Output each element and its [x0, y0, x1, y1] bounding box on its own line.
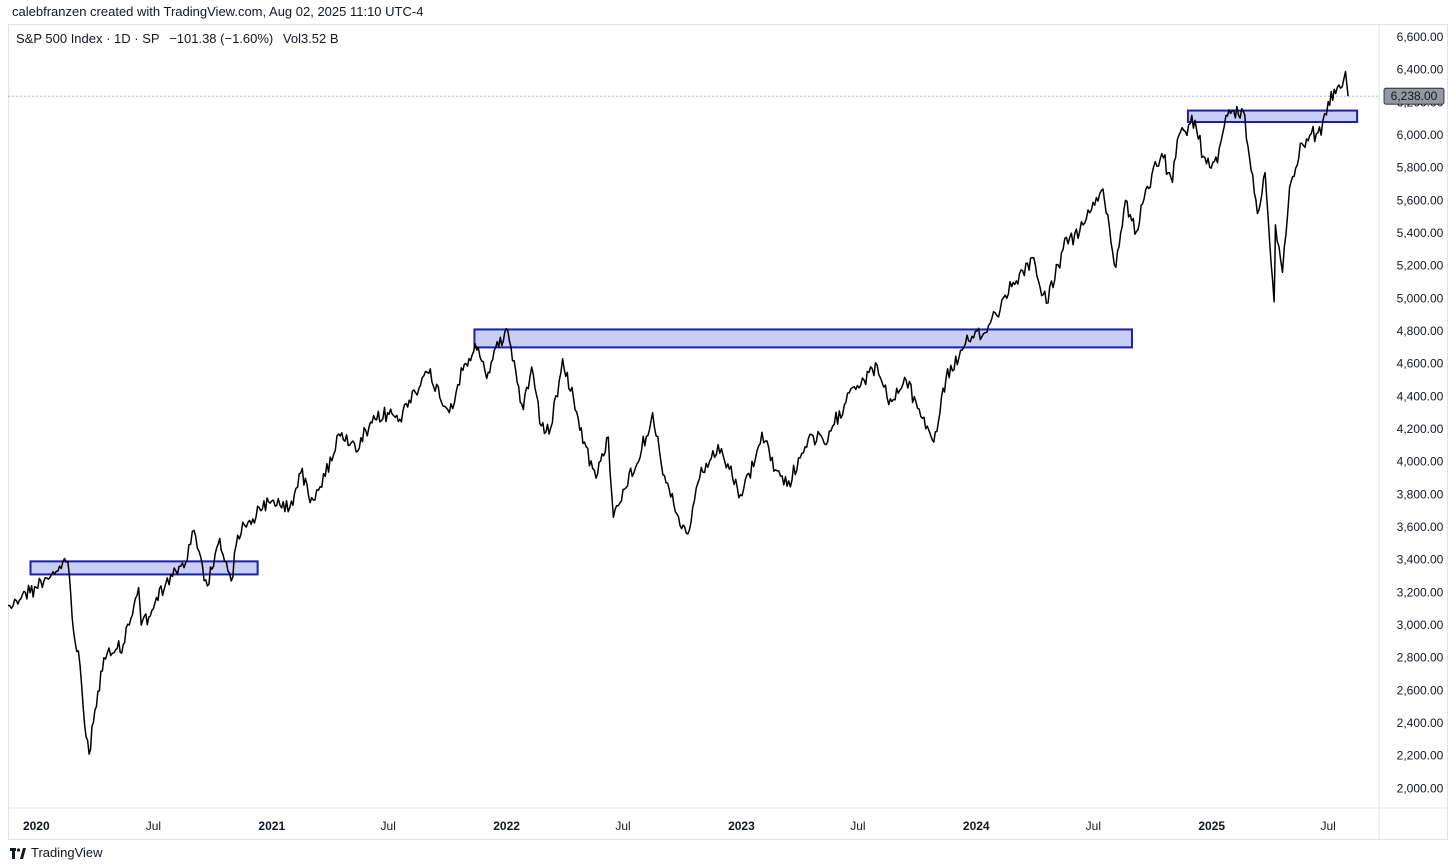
y-tick-label: 2,000.00: [1397, 781, 1444, 795]
y-tick-label: 6,400.00: [1397, 63, 1444, 77]
chart-frame: [8, 24, 1448, 840]
resistance-zone[interactable]: [1186, 109, 1359, 123]
y-tick-label: 5,800.00: [1397, 161, 1444, 175]
y-tick-label: 4,200.00: [1397, 422, 1444, 436]
x-axis: 2020 Jul 2021 Jul 2022 Jul 2023 Jul 2024 Jul 2025 J…: [23, 819, 1336, 833]
y-tick-label: 2,600.00: [1397, 683, 1444, 697]
x-tick-label: Jul: [1086, 819, 1101, 833]
x-tick-label: 2021: [258, 819, 285, 833]
y-tick-label: 6,000.00: [1397, 128, 1444, 142]
y-tick-label: 4,800.00: [1397, 324, 1444, 338]
last-price-badge-bg: [1383, 87, 1445, 105]
price-series-line: [8, 70, 1349, 755]
y-tick-label: 2,200.00: [1397, 749, 1444, 763]
x-tick-label: 2023: [728, 819, 755, 833]
last-price-label: 6,238.00: [1391, 89, 1438, 103]
y-tick-label: 3,200.00: [1397, 585, 1444, 599]
symbol-legend[interactable]: S&P 500 Index · 1D · SP −101.38 (−1.60%)…: [16, 31, 345, 46]
x-tick-label: Jul: [850, 819, 865, 833]
y-tick-label: 3,400.00: [1397, 553, 1444, 567]
y-tick-label: 3,000.00: [1397, 618, 1444, 632]
y-tick-label: 4,600.00: [1397, 357, 1444, 371]
y-tick-label: 5,400.00: [1397, 226, 1444, 240]
x-tick-label: 2020: [23, 819, 50, 833]
x-tick-label: 2024: [963, 819, 990, 833]
y-tick-label: 5,200.00: [1397, 259, 1444, 273]
tradingview-footer[interactable]: TradingView: [10, 845, 103, 860]
x-tick-label: 2022: [493, 819, 520, 833]
legend-symbol: S&P 500 Index · 1D · SP: [16, 31, 160, 46]
y-tick-label: 4,000.00: [1397, 455, 1444, 469]
x-tick-label: 2025: [1198, 819, 1225, 833]
chart-attribution: calebfranzen created with TradingView.co…: [12, 4, 424, 19]
legend-volume: Vol3.52 B: [282, 31, 339, 46]
resistance-zone[interactable]: [29, 560, 259, 576]
tradingview-logo-icon: [10, 847, 26, 859]
y-tick-label: 4,400.00: [1397, 389, 1444, 403]
y-axis: 2,000.00 2,200.00 2,400.00 2,600.00 2,800.00…: [1397, 30, 1444, 795]
y-tick-label: 5,600.00: [1397, 193, 1444, 207]
legend-change: −101.38 (−1.60%): [169, 31, 274, 46]
y-tick-label: 2,800.00: [1397, 651, 1444, 665]
x-tick-label: Jul: [146, 819, 161, 833]
x-tick-label: Jul: [381, 819, 396, 833]
x-tick-label: Jul: [1321, 819, 1336, 833]
y-tick-label: 3,600.00: [1397, 520, 1444, 534]
resistance-zones: [29, 109, 1359, 576]
tradingview-brand: TradingView: [31, 845, 103, 860]
y-tick-label: 3,800.00: [1397, 487, 1444, 501]
y-tick-label: 5,000.00: [1397, 291, 1444, 305]
resistance-zone[interactable]: [473, 328, 1133, 349]
last-price-badge: 6,238.00: [1383, 87, 1445, 105]
x-tick-label: Jul: [615, 819, 630, 833]
y-tick-label: 6,600.00: [1397, 30, 1444, 44]
y-tick-label: 2,400.00: [1397, 716, 1444, 730]
